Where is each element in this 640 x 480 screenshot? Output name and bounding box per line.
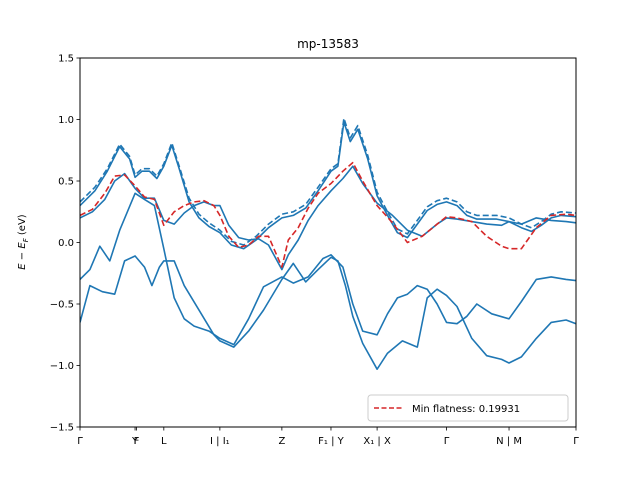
y-tick-label: 0.5 xyxy=(58,177,74,188)
plot-area xyxy=(79,57,577,428)
y-axis: 1.5 1.0 0.5 0.0 −0.5 −1.0 −1.5 xyxy=(50,54,80,434)
y-tick-label: −1.5 xyxy=(50,423,74,434)
band-line xyxy=(80,165,576,271)
x-tick-label: L xyxy=(161,436,167,447)
band-line xyxy=(80,255,576,371)
x-tick-label: Γ xyxy=(573,436,579,447)
legend-box xyxy=(367,394,569,422)
x-tick-label: Γ xyxy=(77,436,83,447)
x-tick-label: F xyxy=(134,436,140,447)
legend: Min flatness: 0.19931 xyxy=(367,394,569,422)
x-tick-label: F₁ | Y xyxy=(318,436,344,447)
x-axis: Γ YF L I | I₁ Z F₁ | Y X₁ | X Γ N | M Γ xyxy=(77,427,579,447)
band-line-dashed xyxy=(80,117,576,246)
x-tick-label: I | I₁ xyxy=(210,436,230,447)
y-tick-label: 1.0 xyxy=(58,115,74,126)
chart-title: mp-13583 xyxy=(297,37,359,51)
legend-entry-label: Min flatness: 0.19931 xyxy=(412,404,520,415)
x-tick-label: Z xyxy=(278,436,285,447)
x-tick-label: Γ xyxy=(444,436,450,447)
series-layer xyxy=(80,117,576,371)
y-tick-label: 0.0 xyxy=(58,238,74,249)
axes-background xyxy=(80,58,576,427)
y-tick-label: −1.0 xyxy=(50,361,74,372)
x-tick-label: Y xyxy=(131,436,139,447)
band-line xyxy=(80,121,576,250)
y-tick-label: 1.5 xyxy=(58,54,74,65)
flat-band-line xyxy=(80,161,576,268)
x-tick-label: X₁ | X xyxy=(363,436,391,447)
y-axis-label: E − EF (eV) xyxy=(17,214,30,270)
x-tick-label: N | M xyxy=(496,436,522,447)
band-line xyxy=(80,192,576,346)
y-tick-label: −0.5 xyxy=(50,300,74,311)
